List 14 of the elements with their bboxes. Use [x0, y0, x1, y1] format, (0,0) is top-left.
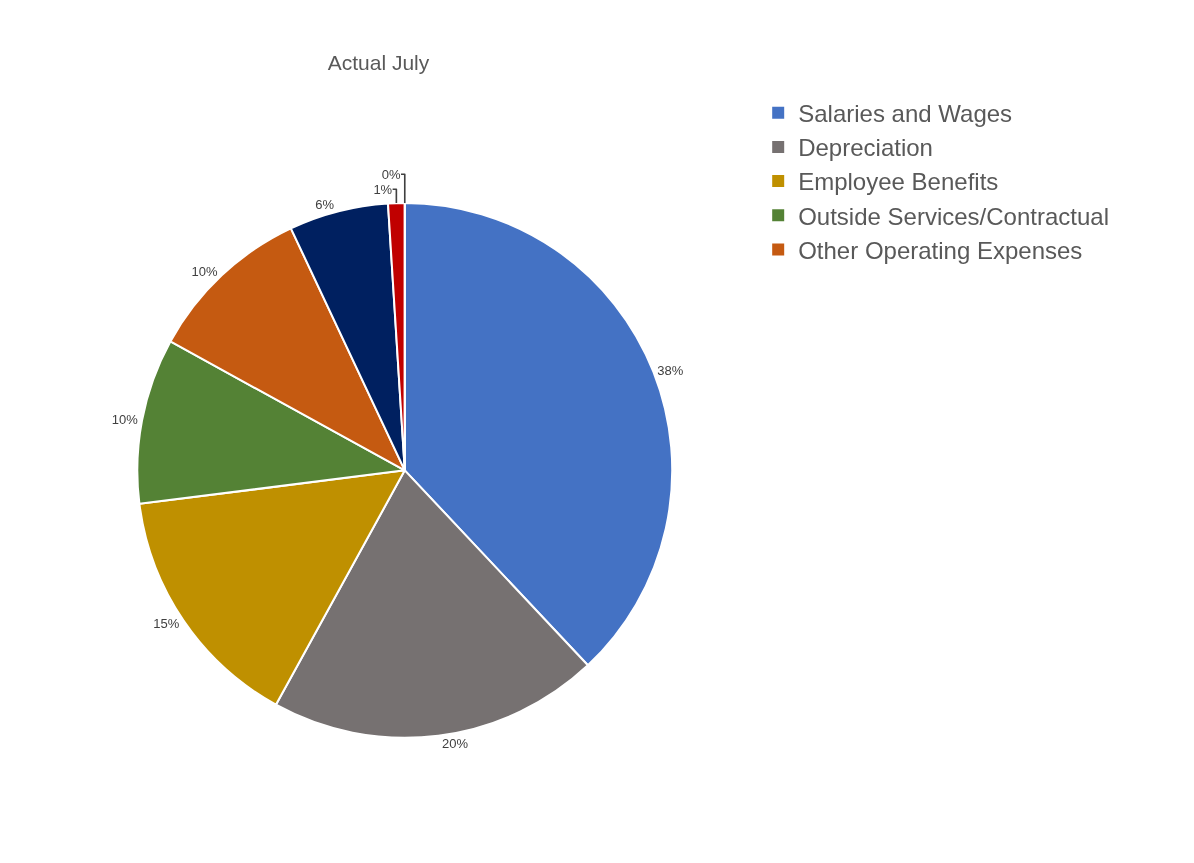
legend-label: Depreciation [798, 134, 933, 162]
chart-title: Actual July [327, 51, 430, 75]
data-label: 15% [153, 615, 180, 631]
legend-label: Outside Services/Contractual [798, 202, 1109, 230]
data-label: 38% [657, 363, 684, 379]
data-label: 10% [111, 412, 139, 428]
text: 0% [381, 166, 401, 182]
data-label: 20% [442, 735, 469, 751]
legend-label: Employee Benefits [798, 168, 999, 196]
data-label: 1% [373, 181, 393, 197]
legend-label: Other Operating Expenses [798, 236, 1083, 264]
data-label: 10% [191, 263, 218, 279]
data-label: 6% [315, 196, 335, 212]
legend-label: Salaries and Wages [798, 100, 1013, 128]
